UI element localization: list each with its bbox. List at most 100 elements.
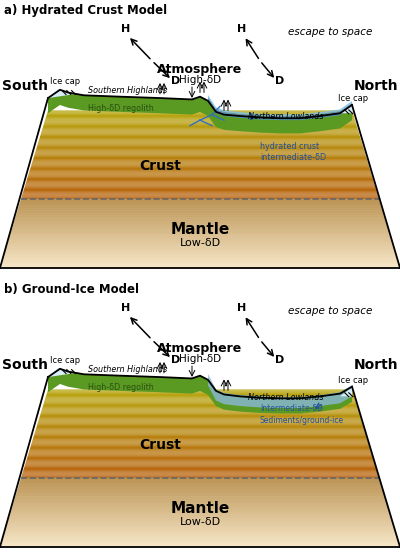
Polygon shape [24,190,376,191]
Polygon shape [28,454,372,455]
Polygon shape [37,424,363,425]
Polygon shape [30,168,370,169]
Polygon shape [42,410,358,411]
Polygon shape [20,203,380,204]
Polygon shape [16,213,384,214]
Polygon shape [36,150,364,151]
Polygon shape [6,246,394,247]
Text: Mantle: Mantle [170,501,230,516]
Polygon shape [208,376,352,408]
Polygon shape [41,411,359,412]
Polygon shape [30,169,370,170]
Polygon shape [15,219,385,220]
Polygon shape [30,447,370,448]
Polygon shape [26,182,374,184]
Polygon shape [25,464,375,465]
Polygon shape [45,119,355,121]
Polygon shape [35,152,365,153]
Polygon shape [45,400,355,401]
Polygon shape [7,245,393,246]
Polygon shape [18,486,382,487]
Text: D: D [275,76,285,86]
Polygon shape [31,445,369,446]
Polygon shape [46,117,354,118]
Polygon shape [32,160,368,161]
Polygon shape [3,258,397,259]
Text: hydrated crust
intermediate-δD: hydrated crust intermediate-δD [260,142,326,162]
Text: High-δD: High-δD [179,75,221,85]
Polygon shape [6,247,394,248]
Polygon shape [12,228,388,229]
Polygon shape [15,498,385,499]
Polygon shape [44,124,356,125]
Polygon shape [34,156,366,157]
Polygon shape [6,248,394,249]
Polygon shape [7,522,393,523]
Polygon shape [25,185,375,186]
Polygon shape [38,419,362,420]
Polygon shape [16,214,384,215]
Polygon shape [46,394,354,395]
Polygon shape [7,244,393,245]
Polygon shape [38,421,362,422]
Polygon shape [30,446,370,447]
Polygon shape [4,534,396,535]
Polygon shape [6,525,394,526]
Polygon shape [28,455,372,456]
Polygon shape [28,175,372,176]
Polygon shape [17,211,383,212]
Polygon shape [8,518,392,519]
Polygon shape [2,540,398,541]
Text: North: North [353,358,398,372]
Polygon shape [34,434,366,435]
Text: Northern Lowlands: Northern Lowlands [248,393,324,402]
Polygon shape [17,490,383,491]
Polygon shape [6,528,394,529]
Polygon shape [18,487,382,488]
Polygon shape [36,148,364,149]
Polygon shape [17,491,383,492]
Polygon shape [14,501,386,502]
Polygon shape [13,224,387,225]
Polygon shape [47,113,353,114]
Polygon shape [46,395,354,396]
Text: High-δD regolith: High-δD regolith [88,383,154,392]
Polygon shape [5,529,395,530]
Polygon shape [40,416,360,417]
Polygon shape [340,105,352,113]
Polygon shape [20,480,380,482]
Text: Crust: Crust [139,158,181,173]
Polygon shape [30,449,370,450]
Polygon shape [1,544,399,545]
Polygon shape [1,263,399,264]
Polygon shape [17,212,383,213]
Polygon shape [1,265,399,266]
Text: D: D [171,355,181,365]
Polygon shape [1,543,399,544]
Polygon shape [8,521,392,522]
Polygon shape [18,485,382,486]
Polygon shape [47,392,353,393]
Polygon shape [26,181,374,182]
Text: Ice cap: Ice cap [338,94,368,103]
Polygon shape [32,161,368,162]
Text: Northern Lowlands: Northern Lowlands [248,112,324,121]
Polygon shape [36,429,364,430]
Polygon shape [16,492,384,493]
Polygon shape [12,506,388,507]
Polygon shape [36,147,364,148]
Polygon shape [38,420,362,421]
Polygon shape [5,530,395,531]
Polygon shape [46,116,354,117]
Polygon shape [11,232,389,233]
Polygon shape [11,230,389,232]
Polygon shape [18,209,382,210]
Polygon shape [19,484,381,485]
Polygon shape [28,176,372,177]
Polygon shape [22,195,378,196]
Polygon shape [47,393,353,394]
Polygon shape [35,430,365,431]
Polygon shape [23,470,377,472]
Polygon shape [14,221,386,222]
Polygon shape [24,469,376,470]
